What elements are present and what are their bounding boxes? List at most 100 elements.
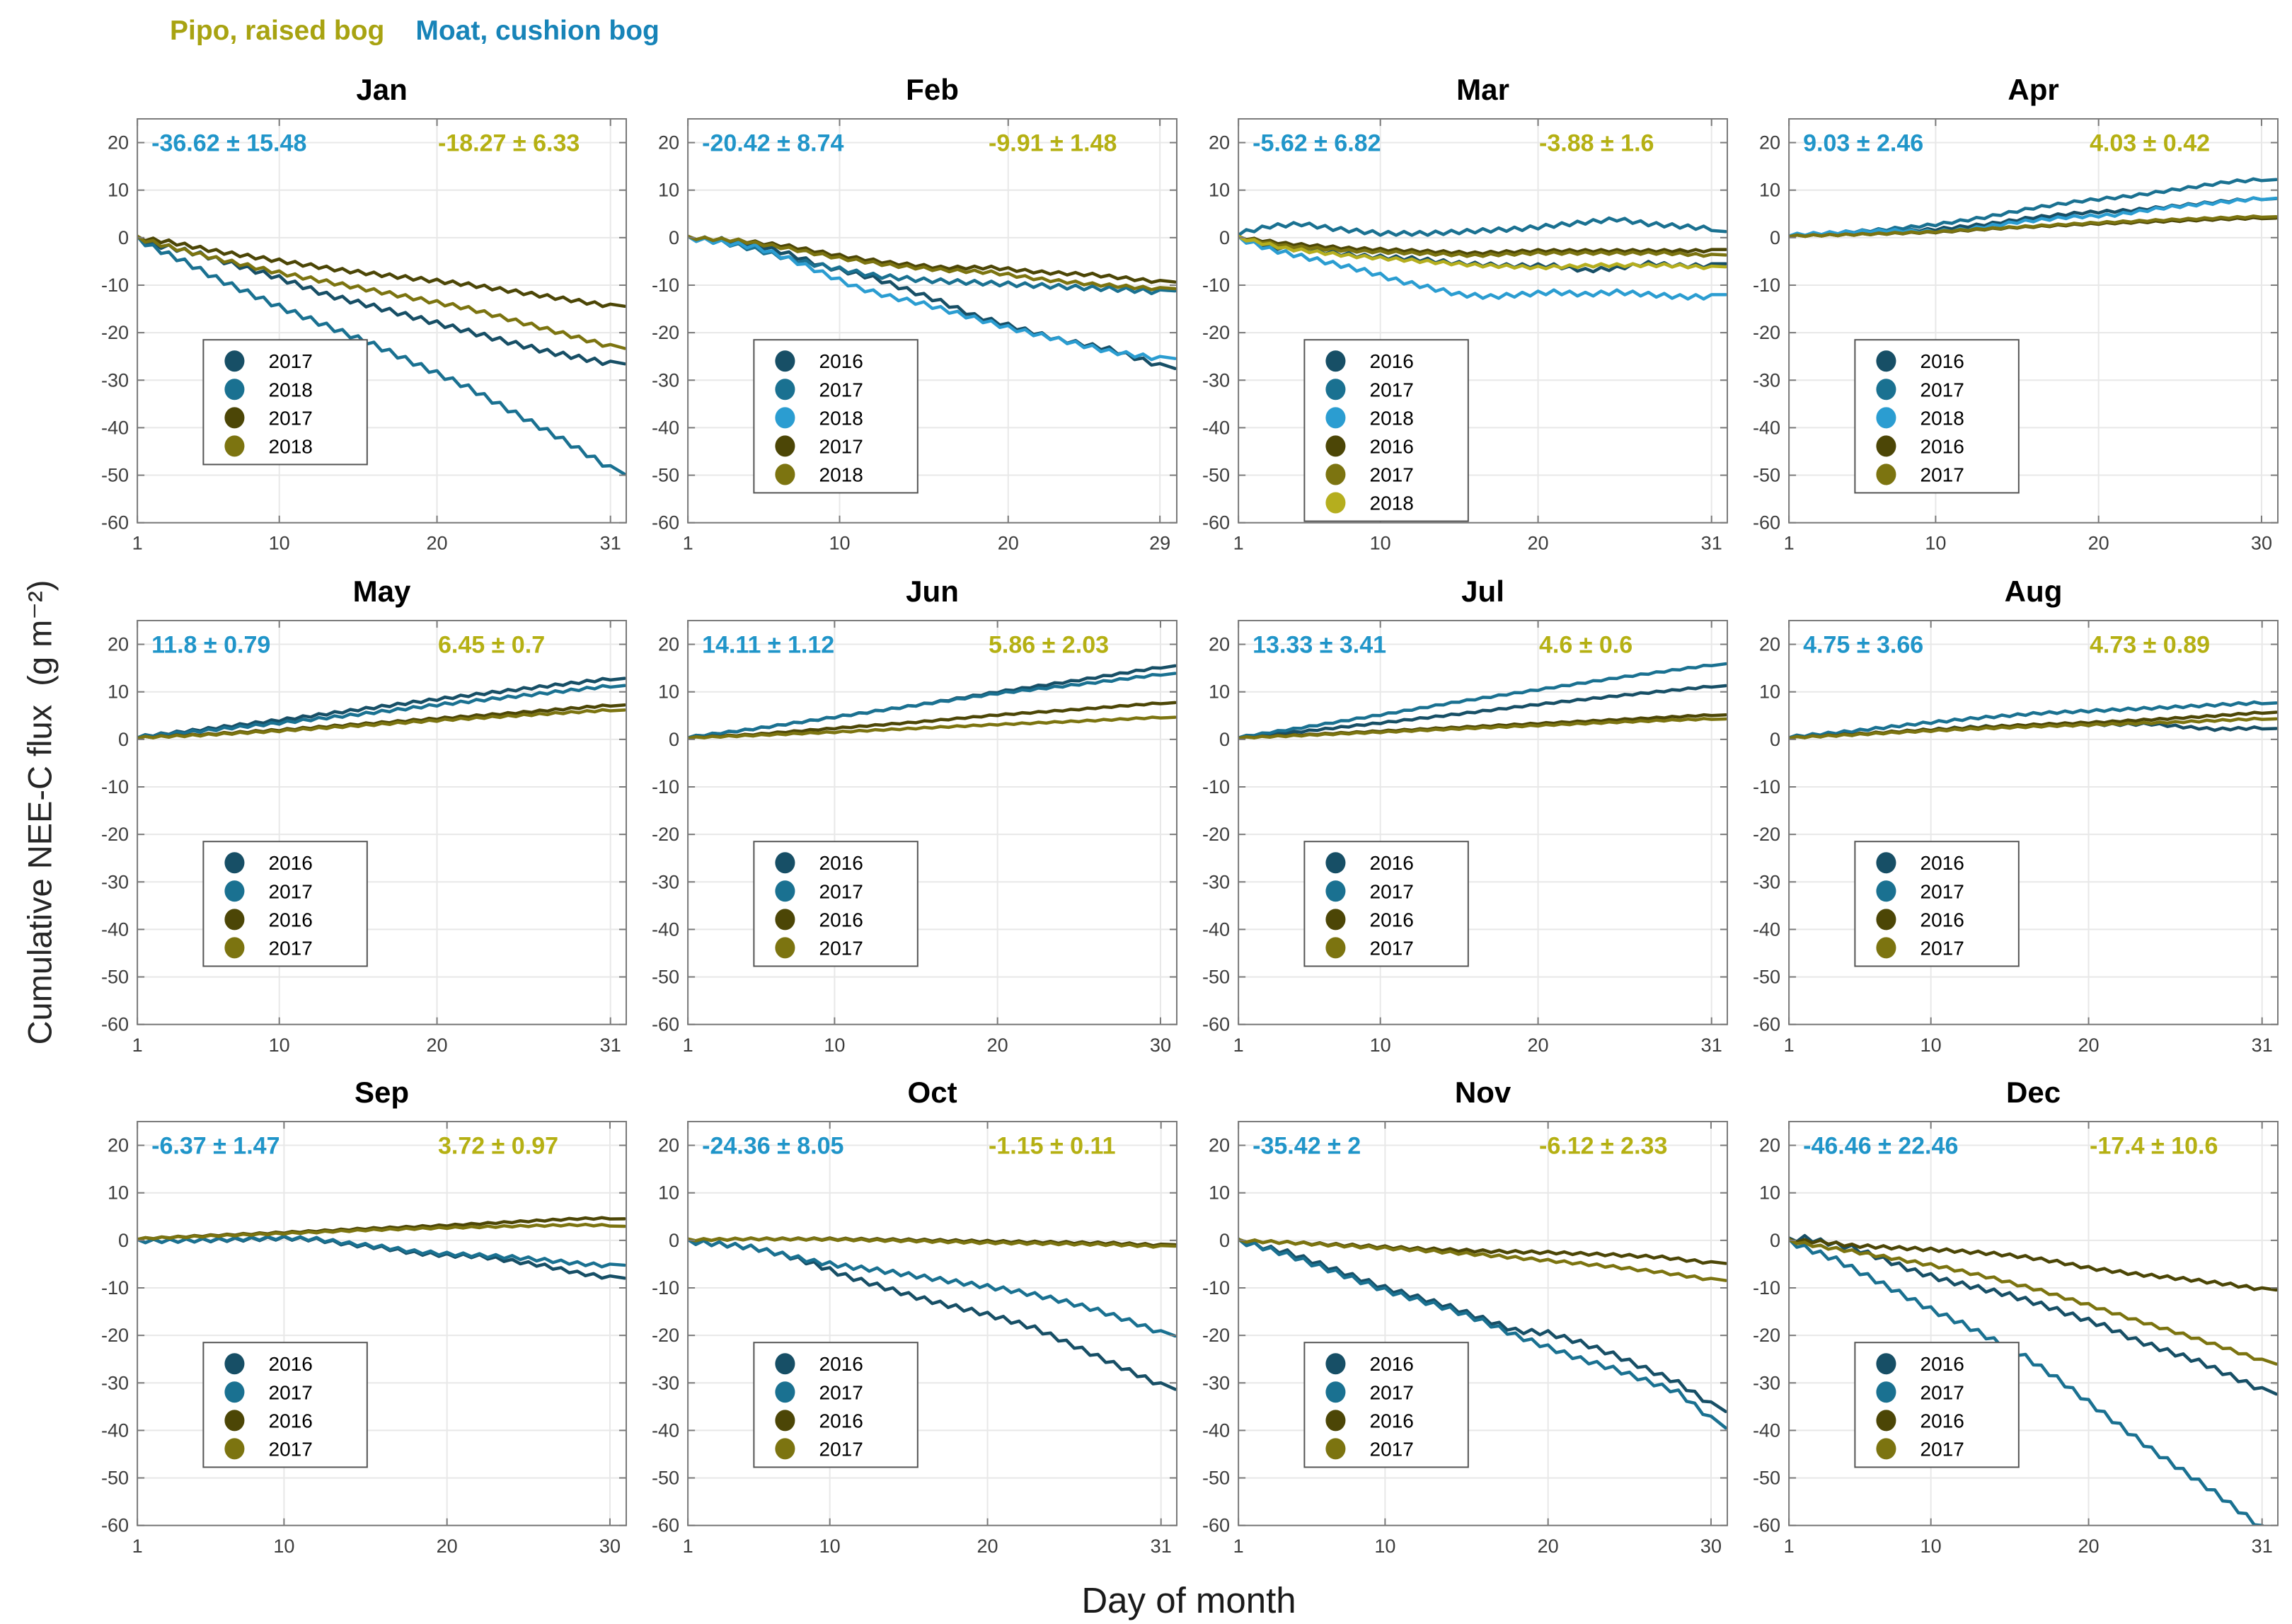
legend-jul: 2016 2017 2016 2017: [1303, 840, 1469, 967]
legend-label: 2017: [819, 937, 863, 959]
y-tick-label: -50: [101, 1468, 129, 1489]
legend-may: 2016 2017 2016 2017: [202, 840, 368, 967]
series-line-moat-2018: [1238, 234, 1727, 301]
subplot-canvas-jan: 20 10 0 -10 -20 -30 -40 -50 -601 10 20 31 Jan -36.62 …: [101, 73, 627, 554]
y-tick-label: 10: [1759, 180, 1780, 201]
legend-marker-icon: [224, 1438, 245, 1460]
y-tick-label: -60: [101, 1013, 129, 1035]
x-tick-label: 1: [1784, 1034, 1795, 1055]
y-tick-label: -40: [1202, 918, 1230, 940]
series-line-pipo-2016: [1789, 1237, 2278, 1292]
legend-marker-icon: [1876, 407, 1896, 429]
y-tick-label: -30: [1753, 871, 1780, 892]
legend-label: 2017: [1920, 1382, 1964, 1404]
series-line-moat-2018: [1789, 196, 2278, 238]
legend-label: 2016: [1920, 350, 1964, 372]
subplot-canvas-aug: 20 10 0 -10 -20 -30 -40 -50 -601 10 20 31 Aug 4.75 ± …: [1753, 575, 2279, 1055]
series-line-pipo-2018: [688, 234, 1177, 292]
legend-marker-icon: [1325, 492, 1346, 514]
series-line-pipo-2018: [137, 234, 626, 350]
x-tick-label: 10: [824, 1034, 845, 1055]
legend-label: 2017: [1920, 463, 1964, 485]
x-tick-label: 31: [2252, 1034, 2273, 1055]
y-tick-label: 10: [658, 180, 679, 201]
y-tick-label: -20: [652, 824, 679, 845]
x-tick-label: 31: [600, 1034, 621, 1055]
y-tick-label: -30: [1202, 871, 1230, 892]
series-line-moat-2018: [688, 234, 1177, 362]
subplot-title-dec: Dec: [2006, 1076, 2061, 1109]
annotation-moat-jul: 13.33 ± 3.41: [1252, 631, 1386, 658]
y-tick-label: -10: [652, 776, 679, 797]
annotation-moat-may: 11.8 ± 0.79: [151, 631, 270, 658]
x-tick-label: 20: [1538, 1536, 1559, 1557]
subplot-title-jan: Jan: [356, 73, 407, 106]
y-tick-label: 10: [1209, 681, 1230, 702]
legend-marker-icon: [1325, 1381, 1346, 1403]
y-tick-label: -10: [101, 275, 129, 296]
y-tick-label: -30: [1753, 1373, 1780, 1394]
subplot-mar: 20 10 0 -10 -20 -30 -40 -50 -60 1 10 20 31 Mar -5.62 ±…: [1182, 65, 1732, 567]
legend-label: 2016: [1369, 909, 1413, 931]
y-tick-label: -60: [652, 1013, 679, 1035]
y-tick-label: -50: [101, 465, 129, 486]
annotation-moat-mar: -5.62 ± 6.82: [1252, 130, 1381, 157]
legend-label: 2018: [1369, 493, 1413, 514]
subplot-title-sep: Sep: [355, 1076, 409, 1109]
x-tick-label: 20: [977, 1536, 998, 1557]
subplot-title-aug: Aug: [2005, 575, 2063, 608]
y-tick-label: -60: [101, 1515, 129, 1536]
subplot-dec: 20 10 0 -10 -20 -30 -40 -50 -60 1 10 20 31 Dec -46.46 …: [1732, 1068, 2283, 1570]
x-tick-label: 1: [132, 1034, 143, 1055]
y-tick-label: -50: [1202, 1468, 1230, 1489]
y-tick-label: 20: [658, 1135, 679, 1156]
y-tick-label: -10: [1202, 776, 1230, 797]
annotation-pipo-apr: 4.03 ± 0.42: [2090, 130, 2210, 157]
subplot-canvas-mar: 20 10 0 -10 -20 -30 -40 -50 -601 10 20 31 Mar -5.62 ±…: [1202, 73, 1728, 554]
annotation-moat-sep: -6.37 ± 1.47: [151, 1133, 280, 1160]
legend-marker-icon: [775, 435, 795, 457]
x-tick-label: 30: [599, 1536, 621, 1557]
legend-label: 2016: [1369, 852, 1413, 874]
series-line-moat-2018: [137, 234, 626, 476]
y-tick-label: 10: [1759, 681, 1780, 702]
x-tick-label: 1: [683, 1034, 693, 1055]
legend-label: 2016: [1920, 1354, 1964, 1376]
x-tick-label: 29: [1149, 533, 1170, 554]
y-tick-label: -10: [1202, 275, 1230, 296]
subplot-canvas-may: 20 10 0 -10 -20 -30 -40 -50 -601 10 20 31 May 11.8 ± …: [101, 575, 627, 1055]
legend-label: 2018: [819, 463, 863, 485]
series-line-pipo-2017: [688, 1236, 1177, 1250]
y-tick-label: 20: [1209, 132, 1230, 154]
y-tick-label: -60: [1753, 512, 1780, 534]
y-tick-label: 0: [1770, 1230, 1780, 1251]
subplot-canvas-jun: 20 10 0 -10 -20 -30 -40 -50 -601 10 20 30 Jun 14.11 ±…: [652, 575, 1177, 1055]
y-tick-label: -50: [1753, 465, 1780, 486]
x-tick-label: 10: [1925, 533, 1946, 554]
y-tick-label: 0: [1219, 729, 1230, 750]
legend-marker-icon: [1876, 851, 1896, 873]
legend-marker-icon: [1876, 350, 1896, 372]
subplot-canvas-oct: 20 10 0 -10 -20 -30 -40 -50 -601 10 20 31 Oct -24.36 …: [652, 1076, 1177, 1557]
subplot-canvas-sep: 20 10 0 -10 -20 -30 -40 -50 -601 10 20 30 Sep -6.37 ±…: [101, 1076, 627, 1557]
y-tick-label: -40: [1753, 1420, 1780, 1441]
y-tick-label: -20: [1202, 1325, 1230, 1346]
annotation-pipo-jun: 5.86 ± 2.03: [989, 631, 1109, 658]
subplot-oct: 20 10 0 -10 -20 -30 -40 -50 -60 1 10 20 31 Oct -24.36 …: [631, 1068, 1182, 1570]
y-tick-label: 20: [1209, 1135, 1230, 1156]
annotation-pipo-feb: -9.91 ± 1.48: [989, 130, 1117, 157]
series-line-pipo-2017: [1238, 234, 1727, 258]
legend-marker-icon: [1876, 1353, 1896, 1375]
legend-marker-icon: [1876, 1438, 1896, 1460]
y-tick-label: -30: [101, 1373, 129, 1394]
x-tick-label: 10: [829, 533, 850, 554]
legend-label: 2017: [268, 1382, 312, 1404]
legend-label: 2016: [268, 909, 312, 931]
legend-marker-icon: [775, 379, 795, 401]
y-tick-label: -60: [101, 512, 129, 534]
y-tick-label: -40: [1202, 1420, 1230, 1441]
x-tick-label: 20: [987, 1034, 1008, 1055]
x-tick-label: 20: [427, 1034, 448, 1055]
x-tick-label: 10: [1920, 1536, 1942, 1557]
x-tick-label: 20: [427, 533, 448, 554]
